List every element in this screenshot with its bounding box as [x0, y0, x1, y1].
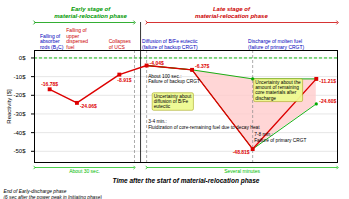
svg-text:-4.04$: -4.04$ [150, 60, 164, 66]
svg-text:3-4 min.:Fluidization of core-: 3-4 min.:Fluidization of core-remaining … [148, 119, 260, 129]
svg-text:-6.37$: -6.37$ [195, 63, 209, 69]
svg-text:Time after the start of materi: Time after the start of material-relocat… [113, 177, 260, 185]
svg-text:Uncertainty about theamount of: Uncertainty about theamount of remaining… [255, 80, 301, 101]
svg-text:Discharge of molten fuel(failu: Discharge of molten fuel(failure of prim… [248, 38, 304, 50]
svg-text:-10$: -10$ [13, 74, 26, 80]
svg-text:-30$: -30$ [13, 111, 26, 117]
svg-text:End of Early-discharge phase(6: End of Early-discharge phase(6 sec after… [4, 189, 103, 199]
svg-text:-11.21$: -11.21$ [319, 78, 336, 84]
svg-text:-24.06$: -24.06$ [80, 103, 97, 109]
svg-text:Early stage ofmaterial-relocat: Early stage ofmaterial-relocation phase [54, 6, 127, 19]
svg-text:Falling ofupperdispersedfuel: Falling ofupperdispersedfuel [66, 27, 88, 50]
svg-text:-24.60$: -24.60$ [319, 98, 336, 104]
svg-text:-40$: -40$ [13, 130, 26, 136]
svg-text:Reactivity [$]: Reactivity [$] [6, 89, 12, 124]
svg-text:-20$: -20$ [13, 92, 26, 98]
svg-text:-48.81$: -48.81$ [233, 149, 250, 155]
svg-text:0$: 0$ [19, 55, 26, 61]
svg-text:Collapsesof UCS: Collapsesof UCS [109, 38, 131, 50]
svg-text:Falling ofabsorberrods (B₄C): Falling ofabsorberrods (B₄C) [40, 33, 64, 50]
svg-text:Late stage ofmaterial-relocati: Late stage ofmaterial-relocation phase [195, 6, 268, 19]
svg-text:-16.78$: -16.78$ [41, 81, 58, 87]
svg-text:Diffusion of B/Fe eutectic(fai: Diffusion of B/Fe eutectic(failure of ba… [142, 38, 198, 50]
svg-text:7-8 min.:Failure of primary CR: 7-8 min.:Failure of primary CRGT [254, 132, 306, 142]
svg-text:-8.91$: -8.91$ [117, 77, 131, 83]
svg-text:-50$: -50$ [13, 148, 26, 154]
svg-text:Uncertainty aboutdiffusion of: Uncertainty aboutdiffusion of B/Feeutect… [154, 94, 192, 110]
svg-text:About 100 sec.:Failure of back: About 100 sec.:Failure of backup CRGT [148, 74, 200, 84]
svg-text:Several minutes: Several minutes [224, 168, 260, 174]
svg-text:About 30 sec.: About 30 sec. [69, 168, 100, 174]
